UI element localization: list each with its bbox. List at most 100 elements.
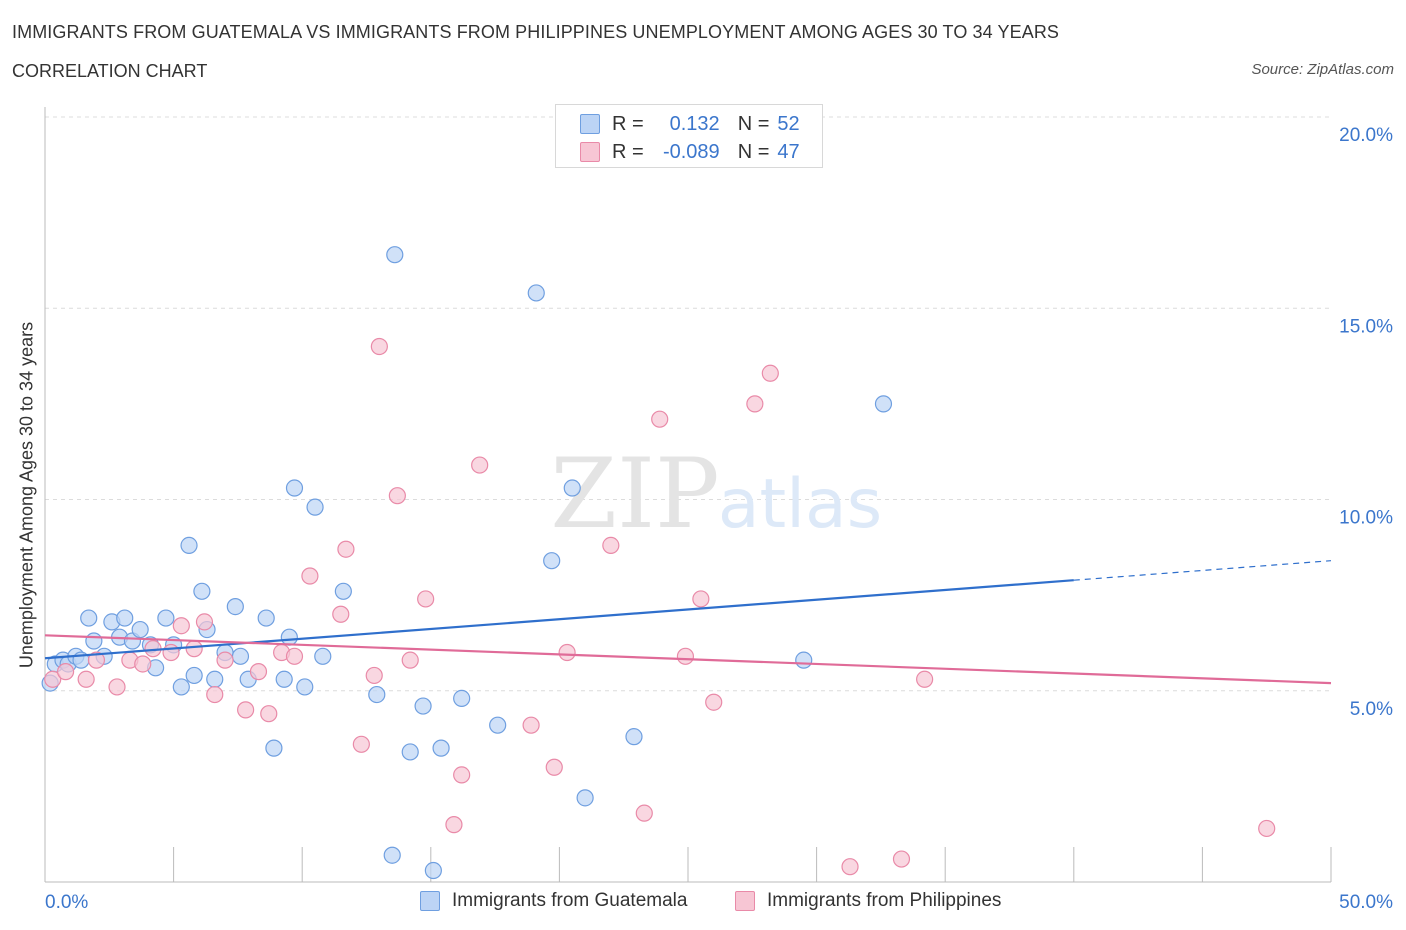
philippines-point bbox=[162, 643, 180, 662]
guatemala-point bbox=[275, 670, 293, 688]
chart-subtitle: CORRELATION CHART bbox=[12, 61, 208, 81]
guatemala-point bbox=[795, 651, 813, 669]
guatemala-point bbox=[257, 609, 275, 627]
guatemala-point bbox=[432, 739, 450, 757]
guatemala-point bbox=[280, 628, 298, 646]
legend-row-philippines: R = -0.089 N = 47 bbox=[580, 140, 800, 164]
r-value: -0.089 bbox=[662, 140, 720, 163]
guatemala-point bbox=[306, 498, 324, 516]
guatemala-point bbox=[424, 861, 442, 880]
guatemala-legend-label: Immigrants from Guatemala bbox=[452, 890, 688, 911]
legend-item-guatemala: Immigrants from Guatemala bbox=[420, 890, 687, 912]
philippines-point bbox=[44, 670, 62, 688]
philippines-point bbox=[453, 766, 471, 784]
philippines-point bbox=[108, 678, 126, 696]
y-axis-label: Unemployment Among Ages 30 to 34 years bbox=[16, 321, 37, 669]
guatemala-points bbox=[41, 246, 893, 880]
r-value: 0.132 bbox=[669, 112, 720, 135]
philippines-point bbox=[337, 540, 355, 558]
guatemala-point bbox=[231, 647, 250, 665]
philippines-point bbox=[1258, 819, 1276, 838]
philippines-point bbox=[56, 663, 75, 681]
guatemala-point bbox=[401, 743, 419, 761]
philippines-point bbox=[206, 685, 224, 704]
guatemala-point bbox=[172, 678, 190, 696]
guatemala-point bbox=[414, 697, 432, 715]
philippines-point bbox=[746, 395, 764, 413]
philippines-point bbox=[388, 487, 406, 505]
x-tick-label: 50.0% bbox=[1339, 892, 1393, 913]
philippines-point bbox=[237, 701, 255, 719]
x-tick-label: 0.0% bbox=[45, 892, 88, 913]
philippines-point bbox=[77, 670, 95, 688]
guatemala-point bbox=[453, 689, 471, 708]
philippines-point bbox=[260, 705, 278, 723]
guatemala-point bbox=[625, 728, 643, 746]
philippines-point bbox=[352, 735, 370, 753]
guatemala-point bbox=[489, 716, 507, 734]
guatemala-point bbox=[85, 632, 103, 650]
y-tick-label: 5.0% bbox=[1350, 699, 1393, 720]
philippines-point bbox=[445, 816, 463, 834]
guatemala-point bbox=[193, 582, 211, 600]
philippines-point bbox=[172, 617, 190, 635]
philippines-point bbox=[249, 663, 268, 681]
y-tick-label: 10.0% bbox=[1339, 508, 1393, 529]
philippines-legend-label: Immigrants from Philippines bbox=[767, 890, 1002, 911]
philippines-legend-swatch bbox=[735, 891, 755, 911]
philippines-point bbox=[522, 716, 540, 734]
philippines-point bbox=[545, 758, 563, 776]
guatemala-point bbox=[265, 739, 283, 757]
correlation-legend: R = 0.132 N = 52 R = -0.089 N = 47 bbox=[555, 104, 823, 168]
guatemala-point bbox=[185, 666, 203, 685]
guatemala-point bbox=[386, 246, 404, 264]
philippines-points bbox=[44, 337, 1276, 876]
philippines-point bbox=[365, 666, 383, 685]
philippines-point bbox=[635, 804, 653, 822]
guatemala-point bbox=[80, 609, 98, 627]
philippines-point bbox=[285, 647, 304, 665]
philippines-point bbox=[916, 670, 934, 688]
n-value: 47 bbox=[777, 140, 800, 163]
philippines-swatch bbox=[580, 142, 600, 162]
guatemala-point bbox=[206, 670, 224, 688]
philippines-point bbox=[471, 456, 489, 474]
guatemala-trend-line bbox=[44, 579, 1074, 660]
philippines-point bbox=[841, 858, 859, 876]
r-label: R = bbox=[612, 140, 644, 163]
watermark-zip: ZIP bbox=[550, 438, 719, 550]
y-tick-label: 20.0% bbox=[1339, 125, 1393, 146]
philippines-point bbox=[602, 536, 620, 555]
guatemala-point bbox=[334, 582, 352, 600]
guatemala-point bbox=[116, 609, 134, 627]
n-label: N = bbox=[737, 140, 770, 163]
guatemala-point bbox=[543, 552, 561, 570]
philippines-point bbox=[134, 655, 152, 673]
guatemala-point bbox=[285, 479, 304, 497]
guatemala-point bbox=[131, 620, 149, 639]
philippines-point bbox=[370, 337, 388, 356]
y-tick-label: 15.0% bbox=[1339, 316, 1393, 337]
philippines-point bbox=[761, 364, 779, 382]
guatemala-point bbox=[157, 609, 175, 627]
legend-item-philippines: Immigrants from Philippines bbox=[735, 890, 1001, 912]
guatemala-point bbox=[383, 846, 401, 864]
philippines-point bbox=[216, 651, 234, 669]
watermark-atlas: atlas bbox=[718, 465, 882, 544]
philippines-point bbox=[558, 643, 576, 662]
philippines-point bbox=[892, 850, 911, 868]
philippines-point bbox=[301, 567, 319, 585]
trend-lines bbox=[44, 560, 1332, 685]
guatemala-point bbox=[874, 395, 893, 413]
guatemala-point bbox=[314, 647, 332, 665]
x-tick-labels: 0.0% 50.0% bbox=[45, 892, 1393, 913]
philippines-point bbox=[185, 640, 203, 658]
chart-title: IMMIGRANTS FROM GUATEMALA VS IMMIGRANTS … bbox=[12, 22, 1060, 42]
philippines-point bbox=[705, 693, 723, 711]
philippines-point bbox=[417, 590, 435, 608]
legend-row-guatemala: R = 0.132 N = 52 bbox=[580, 112, 800, 136]
guatemala-point bbox=[527, 284, 545, 302]
philippines-point bbox=[651, 410, 669, 428]
n-value: 52 bbox=[777, 112, 800, 135]
